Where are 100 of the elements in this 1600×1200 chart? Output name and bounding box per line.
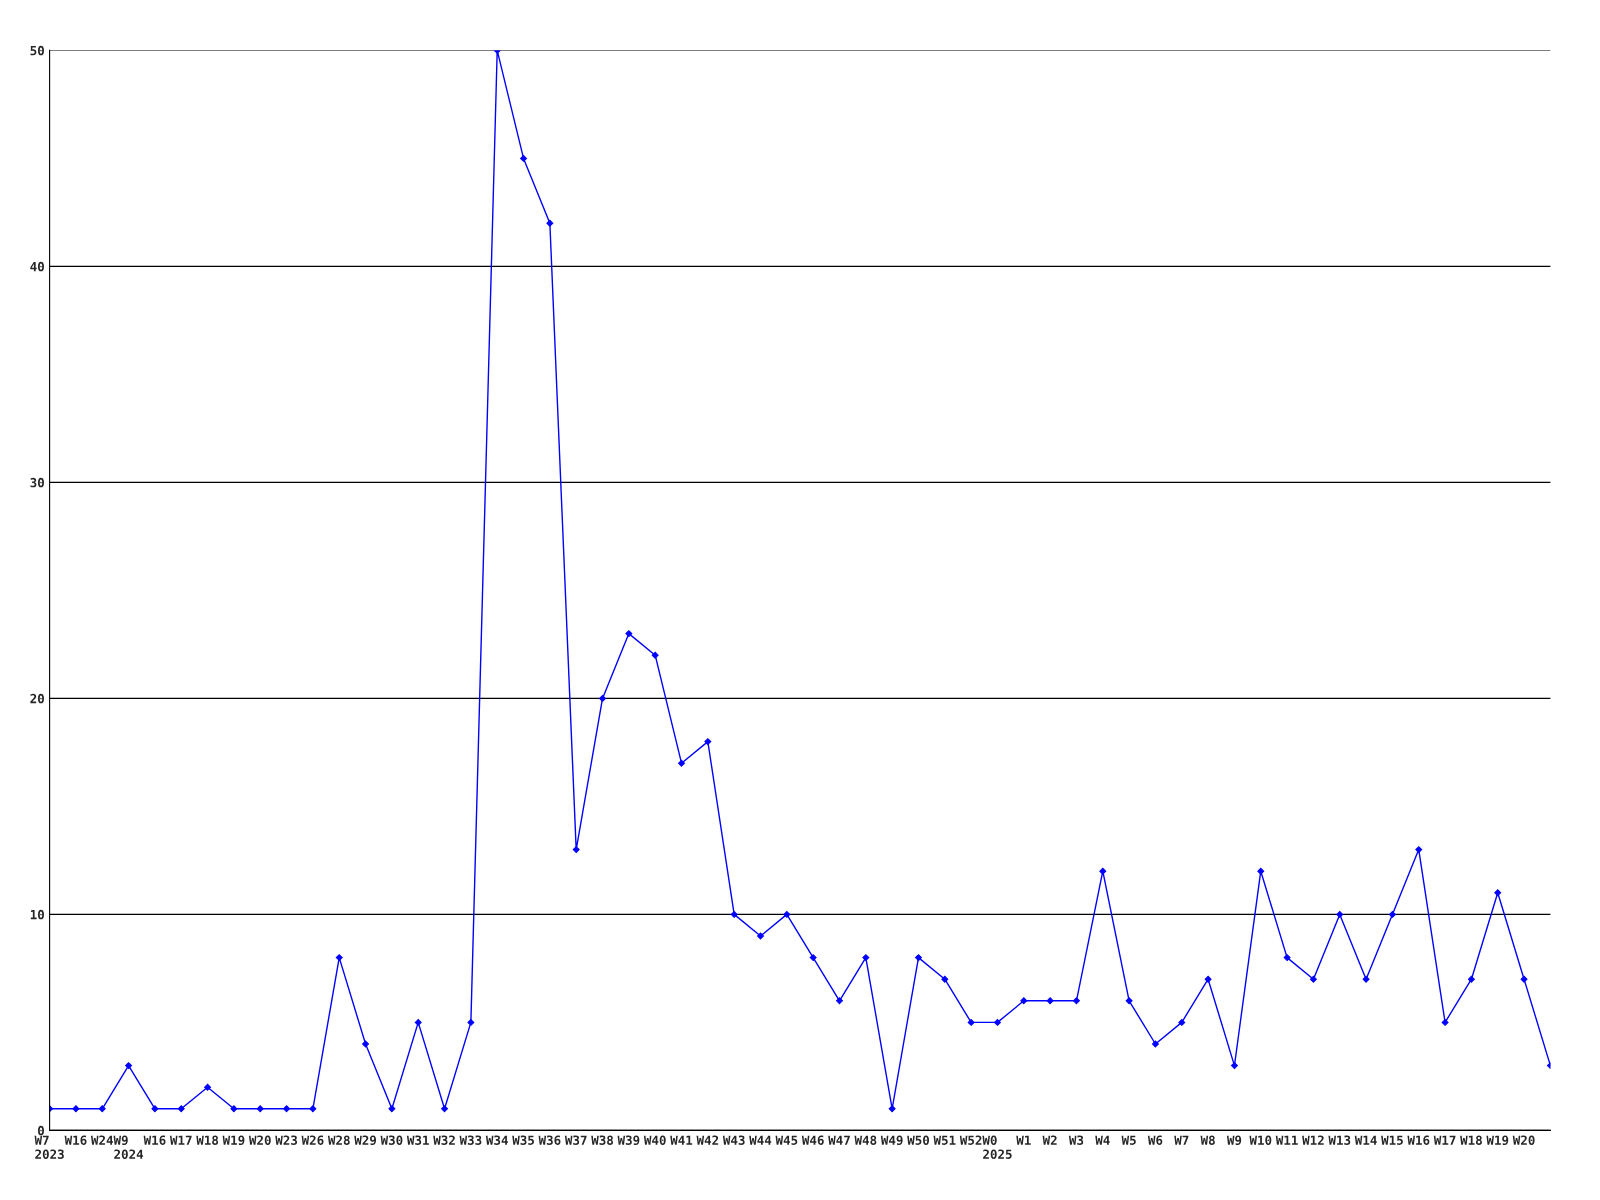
point	[572, 846, 580, 854]
x-tick-label: W51	[933, 1135, 956, 1145]
point	[1178, 1018, 1186, 1026]
x-tick-label: W8	[1200, 1135, 1215, 1145]
point	[309, 1105, 317, 1113]
point	[1336, 910, 1344, 918]
x-tick-label: W1	[1016, 1135, 1031, 1145]
point	[177, 1105, 185, 1113]
x-tick-label: W34	[485, 1135, 508, 1145]
point	[1520, 975, 1528, 983]
point	[388, 1105, 396, 1113]
x-tick-label: W48	[854, 1135, 877, 1145]
x-tick-label: W7	[1174, 1135, 1189, 1145]
y-tick-label: 30	[30, 477, 44, 488]
point	[1309, 975, 1317, 983]
x-tick-label: W36	[538, 1135, 561, 1145]
point	[520, 154, 527, 162]
y-tick-label: 10	[30, 909, 44, 920]
x-tick-label: W30	[380, 1135, 403, 1145]
point	[730, 910, 738, 918]
point	[1151, 1040, 1159, 1048]
point	[441, 1105, 449, 1113]
point	[72, 1105, 80, 1113]
x-tick-label: W47	[828, 1135, 850, 1145]
x-tick-label: W24	[90, 1135, 113, 1145]
x-tick-label: W16	[143, 1135, 166, 1145]
point	[757, 932, 764, 940]
x-tick-label: W49	[880, 1135, 903, 1145]
point	[1415, 846, 1423, 854]
x-tick-label: W7 2023	[34, 1135, 64, 1159]
x-tick-label: W50	[907, 1135, 930, 1145]
y-tick-label: 0	[37, 1125, 44, 1136]
point	[1204, 975, 1212, 983]
x-tick-label: W0 2025	[982, 1135, 1012, 1159]
point	[1020, 997, 1028, 1005]
point	[204, 1083, 212, 1091]
x-tick-label: W4	[1095, 1135, 1110, 1145]
x-tick-label: W9	[1226, 1135, 1242, 1145]
point	[1494, 889, 1502, 897]
x-tick-label: W16	[1407, 1135, 1430, 1145]
x-tick-label: W42	[696, 1135, 719, 1145]
x-tick-label: W46	[801, 1135, 824, 1145]
point	[862, 954, 870, 962]
x-tick-label: W35	[512, 1135, 534, 1145]
point	[230, 1105, 238, 1113]
point	[467, 1018, 475, 1026]
x-tick-label: W26	[301, 1135, 324, 1145]
point	[1467, 975, 1475, 983]
point	[1046, 997, 1054, 1005]
x-tick-label: W37	[564, 1135, 587, 1145]
point	[1125, 997, 1133, 1005]
point	[1099, 867, 1107, 875]
x-tick-label: W38	[591, 1135, 614, 1145]
point	[888, 1105, 896, 1113]
x-tick-label: W17	[169, 1135, 192, 1145]
point	[1388, 910, 1396, 918]
point	[625, 630, 633, 638]
x-tick-label: W18	[196, 1135, 219, 1145]
point	[335, 954, 343, 962]
x-tick-label: W11	[1275, 1135, 1298, 1145]
x-tick-label: W31	[406, 1135, 429, 1145]
y-tick-label: 40	[30, 261, 44, 272]
point	[283, 1105, 291, 1113]
x-tick-label: W14	[1354, 1135, 1377, 1145]
x-tick-label: W23	[275, 1135, 298, 1145]
point	[809, 954, 817, 962]
x-tick-label: W43	[722, 1135, 745, 1145]
x-tick-label: W52	[959, 1135, 982, 1145]
x-tick-label: W45	[775, 1135, 798, 1145]
point	[546, 219, 554, 227]
x-tick-label: W29	[354, 1135, 377, 1145]
x-tick-label: W3	[1068, 1135, 1084, 1145]
x-tick-label: W33	[459, 1135, 482, 1145]
x-tick-label: W17	[1433, 1135, 1456, 1145]
point	[362, 1040, 370, 1048]
point	[1283, 954, 1291, 962]
y-tick-label: 50	[30, 45, 44, 56]
point	[783, 910, 791, 918]
x-tick-label: W10	[1249, 1135, 1272, 1145]
x-tick-label: W13	[1328, 1135, 1351, 1145]
x-tick-label: W18	[1460, 1135, 1482, 1145]
x-tick-label: W9 2024	[113, 1135, 144, 1159]
point	[994, 1018, 1001, 1026]
point	[1257, 867, 1265, 875]
point	[98, 1105, 106, 1113]
x-tick-label: W15	[1381, 1135, 1403, 1145]
point	[651, 651, 659, 659]
x-tick-label: W19	[1486, 1135, 1509, 1145]
point	[941, 975, 949, 983]
x-tick-label: W2	[1042, 1135, 1057, 1145]
point	[1441, 1018, 1449, 1026]
x-tick-label: W32	[433, 1135, 455, 1145]
x-tick-label: W12	[1302, 1135, 1324, 1145]
point	[967, 1018, 975, 1026]
x-tick-label: W41	[670, 1135, 693, 1145]
point	[1073, 997, 1080, 1005]
x-tick-label: W28	[327, 1135, 350, 1145]
x-tick-label: W19	[222, 1135, 245, 1145]
x-tick-label: W20	[1512, 1135, 1535, 1145]
point	[1362, 975, 1370, 983]
